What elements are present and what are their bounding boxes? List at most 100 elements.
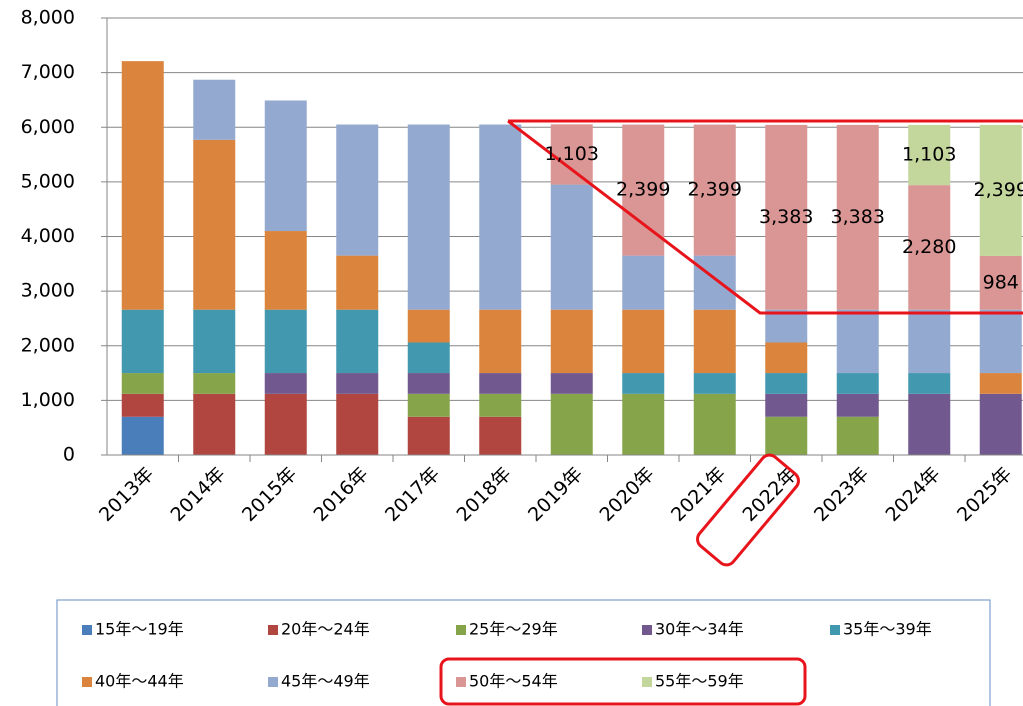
legend-swatch [82, 625, 92, 635]
bar-segment [193, 373, 236, 394]
bar-segment [121, 309, 164, 374]
legend-label: 35年～39年 [843, 620, 932, 639]
y-tick-label: 6,000 [21, 116, 75, 138]
bar-segment [908, 393, 951, 455]
bar-segment [193, 393, 236, 455]
bar-segment [979, 373, 1022, 394]
y-tick-label: 1,000 [21, 389, 75, 411]
x-tick-label: 2025年 [953, 463, 1016, 526]
bar-segment [622, 373, 665, 394]
legend-label: 55年～59年 [655, 672, 744, 691]
y-tick-label: 4,000 [21, 225, 75, 247]
bar-segment [264, 393, 307, 455]
y-tick-label: 8,000 [21, 7, 75, 29]
bar-segment [765, 416, 808, 455]
x-tick-label: 2020年 [595, 463, 658, 526]
bar-segment [407, 309, 450, 343]
bar-segment [765, 309, 808, 343]
bar-segment [121, 373, 164, 394]
bar-segment [836, 416, 879, 455]
highlight-box [439, 657, 807, 706]
legend-label: 15年～19年 [95, 620, 184, 639]
bar-segment [622, 255, 665, 310]
bar-segment [908, 309, 951, 374]
data-label: 2,399 [616, 179, 670, 201]
bar-segment [407, 342, 450, 374]
bar-segment [479, 373, 522, 394]
bar-segment [836, 124, 879, 310]
data-label: 1,103 [902, 144, 956, 166]
legend-label: 20年～24年 [281, 620, 370, 639]
bar-segment [336, 255, 379, 310]
bar-segment [336, 309, 379, 374]
bar-segment [336, 373, 379, 394]
bar-segment [407, 124, 450, 310]
data-label: 3,383 [759, 206, 813, 228]
y-tick-label: 2,000 [21, 334, 75, 356]
bar-segment [121, 393, 164, 417]
x-tick-label: 2013年 [95, 463, 158, 526]
legend-swatch [642, 625, 652, 635]
bar-segment [479, 393, 522, 417]
bar-segment [693, 309, 736, 374]
x-tick-label: 2016年 [309, 463, 372, 526]
bar-segment [479, 309, 522, 374]
x-tick-label: 2017年 [381, 463, 444, 526]
bar-segment [979, 393, 1022, 455]
bar-segment [622, 309, 665, 374]
bar-segment [121, 416, 164, 455]
bar-segment [693, 124, 736, 256]
bar-segment [407, 393, 450, 417]
bar-segment [407, 416, 450, 455]
bar-segment [908, 124, 951, 186]
bar-segment [264, 309, 307, 374]
y-tick-label: 5,000 [21, 170, 75, 192]
y-tick-label: 3,000 [21, 280, 75, 302]
bar-segment [264, 231, 307, 310]
legend-label: 40年～44年 [95, 672, 184, 691]
bar-segment [693, 373, 736, 394]
bar-segment [979, 309, 1022, 374]
bar-segment [479, 124, 522, 310]
legend-label: 45年～49年 [281, 672, 370, 691]
bar-segment [336, 124, 379, 256]
data-label: 1,103 [545, 143, 599, 165]
bar-segment [765, 124, 808, 310]
x-tick-label: 2018年 [452, 463, 515, 526]
bar-segment [193, 79, 236, 140]
x-tick-label: 2024年 [881, 463, 944, 526]
bar-segment [264, 373, 307, 394]
bar-segment [908, 373, 951, 394]
bar-segment [193, 309, 236, 374]
y-tick-label: 7,000 [21, 61, 75, 83]
bar-segment [836, 393, 879, 417]
bar-segment [407, 373, 450, 394]
legend-swatch [830, 625, 840, 635]
bar-segment [550, 124, 593, 185]
bar-segment [908, 185, 951, 310]
legend-swatch [268, 677, 278, 687]
x-tick-label: 2019年 [524, 463, 587, 526]
legend-label: 30年～34年 [655, 620, 744, 639]
bar-segment [765, 373, 808, 394]
bar-segment [121, 61, 164, 310]
legend-swatch [456, 625, 466, 635]
bar-segment [550, 393, 593, 455]
legend-label: 50年～54年 [469, 672, 558, 691]
x-tick-label: 2021年 [667, 463, 730, 526]
x-tick-label: 2014年 [166, 463, 229, 526]
bar-segment [264, 100, 307, 232]
bar-segment [979, 124, 1022, 256]
bar-segment [836, 309, 879, 374]
y-tick-label: 0 [63, 444, 75, 466]
bar-segment [550, 373, 593, 394]
bar-segment [979, 255, 1022, 310]
x-tick-label: 2023年 [810, 463, 873, 526]
data-label: 2,399 [688, 179, 742, 201]
x-tick-label: 2015年 [238, 463, 301, 526]
bar-segment [765, 342, 808, 374]
data-label: 2,399 [974, 179, 1023, 201]
legend-swatch [642, 677, 652, 687]
legend-box [56, 599, 991, 706]
